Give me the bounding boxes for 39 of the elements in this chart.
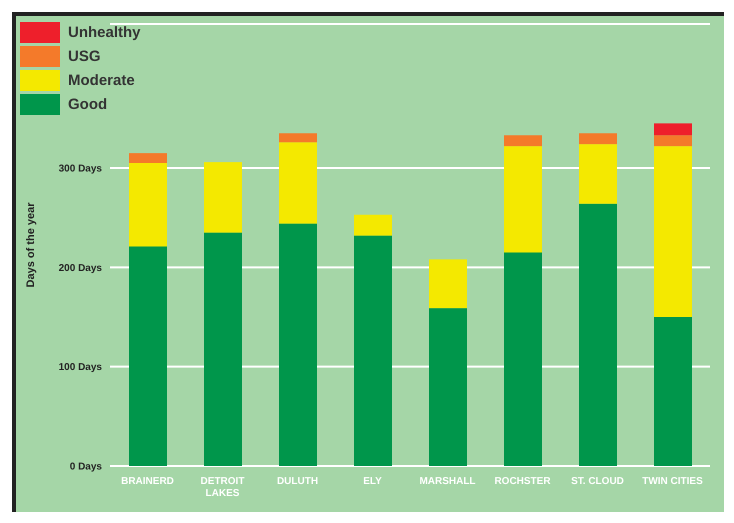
bar [654, 317, 692, 466]
y-tick-label: 0 Days [70, 462, 102, 473]
y-axis-title: Days of the year [24, 202, 37, 288]
bar [654, 123, 692, 136]
legend-label: Unhealthy [68, 24, 141, 40]
bar [654, 146, 692, 318]
bar [354, 236, 392, 466]
bar [579, 204, 617, 466]
y-tick-label: 200 Days [58, 262, 102, 274]
bar [579, 133, 617, 144]
bar [429, 259, 467, 308]
bar [654, 135, 692, 146]
bar [129, 246, 167, 466]
bar [429, 308, 467, 466]
bar [204, 232, 242, 466]
bar [204, 162, 242, 233]
bar [504, 135, 542, 146]
bar [279, 133, 317, 142]
y-tick-label: 100 Days [58, 362, 102, 374]
legend-label: Good [68, 96, 108, 112]
x-tick-label: BRAINERD [121, 476, 174, 487]
bar [504, 146, 542, 252]
bar [129, 163, 167, 246]
legend-label: USG [68, 48, 101, 64]
legend-label: Moderate [68, 72, 135, 88]
x-tick-label: ST. CLOUD [571, 476, 624, 487]
x-tick-label: DETROIT LAKES [200, 476, 244, 499]
bar [129, 153, 167, 164]
x-tick-label: TWIN CITIES [642, 476, 704, 487]
bar [579, 144, 617, 204]
x-tick-label: MARSHALL [419, 476, 476, 487]
x-tick-label: DULUTH [276, 476, 318, 487]
bar [504, 252, 542, 466]
bar [279, 142, 317, 224]
x-tick-label: ELY [363, 476, 382, 487]
y-tick-label: 300 Days [58, 164, 102, 175]
x-tick-label: ROCHSTER [494, 476, 552, 487]
bar [279, 224, 317, 466]
bar [354, 214, 392, 236]
